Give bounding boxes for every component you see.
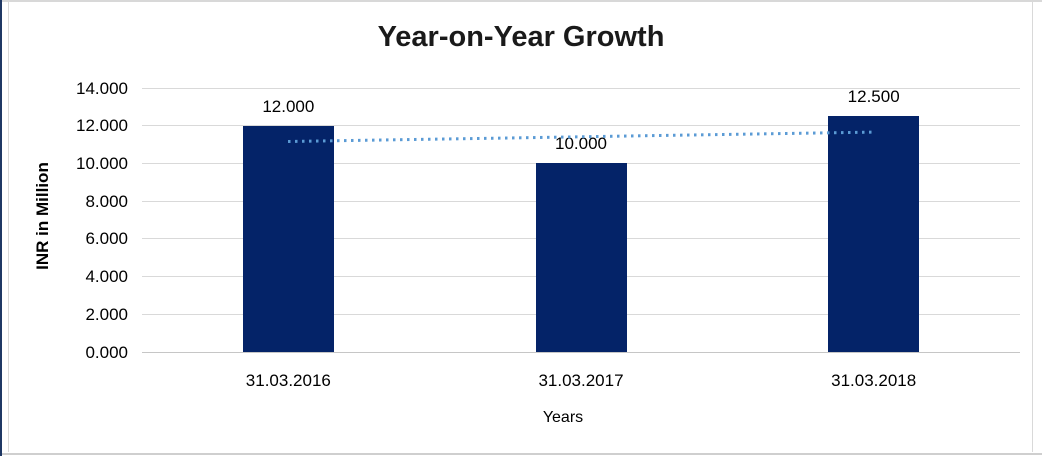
- x-category-label: 31.03.2016: [245, 371, 331, 390]
- x-category-label: 31.03.2017: [538, 371, 624, 390]
- frame-border-left-dark: [0, 0, 2, 456]
- chart-title: Year-on-Year Growth: [377, 21, 665, 53]
- y-tick-label: 10.000: [76, 153, 128, 173]
- bar-value-label: 12.500: [847, 87, 900, 107]
- bar: [535, 163, 627, 352]
- gridline: [142, 125, 1020, 127]
- chart-border-right: [1032, 2, 1033, 452]
- bar: [828, 116, 920, 352]
- y-tick-label: 14.000: [76, 78, 128, 98]
- y-axis-title: INR in Million: [33, 162, 52, 270]
- gridline: [142, 351, 1020, 353]
- x-axis-title: Years: [542, 409, 584, 426]
- chart-border-left: [8, 2, 9, 452]
- bar-value-label: 10.000: [555, 134, 607, 154]
- gridline: [142, 162, 1020, 164]
- bar-value-label: 12.000: [262, 96, 315, 116]
- y-tick-label: 12.000: [76, 116, 128, 136]
- y-tick-label: 2.000: [85, 304, 128, 324]
- plot-area: 12.000 10.000 12.500: [142, 87, 1020, 353]
- gridline: [142, 87, 1020, 89]
- bar: [242, 125, 334, 352]
- y-tick-label: 8.000: [85, 191, 128, 211]
- y-tick-label: 0.000: [85, 342, 128, 362]
- y-tick-label: 4.000: [85, 267, 128, 287]
- x-category-label: 31.03.2018: [831, 371, 917, 390]
- frame-border-top: [0, 0, 1042, 2]
- y-tick-label: 6.000: [85, 229, 128, 249]
- frame-border-bottom: [0, 453, 1042, 455]
